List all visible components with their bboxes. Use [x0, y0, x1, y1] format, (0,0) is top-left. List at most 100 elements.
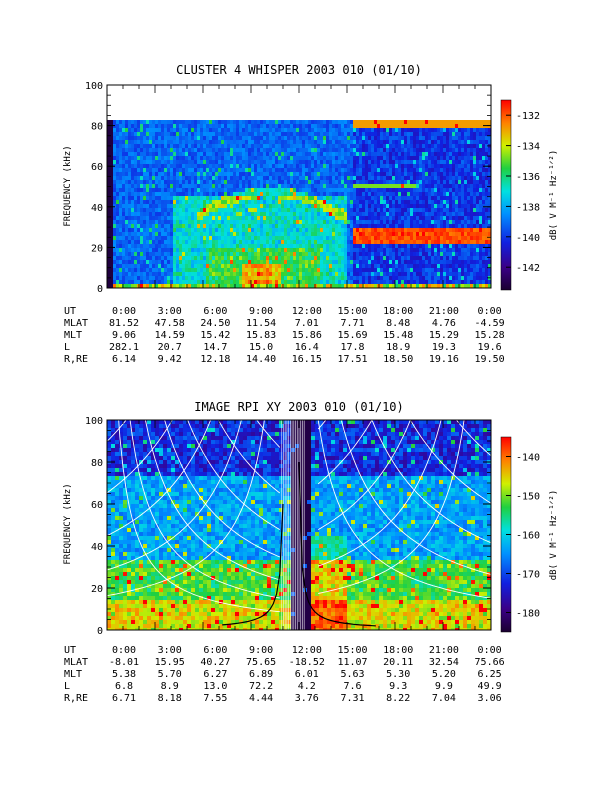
spectrogram-cell: [326, 264, 330, 269]
spectrogram-cell: [239, 200, 243, 205]
spectrogram-cell: [128, 172, 132, 177]
spectrogram-cell: [113, 252, 117, 257]
spectrogram-cell: [110, 132, 114, 137]
spectrogram-cell: [350, 168, 354, 173]
spectrogram-cell: [347, 136, 351, 141]
spectrogram-cell: [125, 192, 129, 197]
spectrogram-cell: [266, 284, 270, 288]
spectrogram-cell: [149, 180, 153, 185]
spectrogram-cell: [122, 260, 126, 265]
spectrogram-cell: [185, 152, 189, 157]
spectrogram-cell: [374, 204, 378, 209]
spectrogram-cell: [173, 284, 177, 288]
spectrogram-cell: [440, 144, 444, 149]
spectrogram-cell: [191, 184, 195, 189]
spectrogram-cell: [236, 140, 240, 145]
spectrogram-cell: [197, 164, 201, 169]
spectrogram-cell: [422, 152, 426, 157]
spectrogram-cell: [419, 200, 423, 205]
spectrogram-cell: [254, 164, 258, 169]
spectrogram-cell: [182, 156, 186, 161]
spectrogram-cell: [242, 244, 246, 249]
spectrogram-cell: [449, 248, 453, 253]
spectrogram-cell: [344, 232, 348, 237]
spectrogram-cell: [314, 184, 318, 189]
spectrogram-cell: [377, 124, 381, 129]
spectrogram-cell: [359, 120, 363, 125]
spectrogram-cell: [395, 180, 399, 185]
spectrogram-cell: [455, 160, 459, 165]
spectrogram-cell: [326, 140, 330, 145]
spectrogram-cell: [107, 132, 111, 137]
spectrogram-cell: [446, 284, 450, 288]
spectrogram-cell: [296, 156, 300, 161]
spectrogram-cell: [323, 260, 327, 265]
spectrogram-cell: [248, 204, 252, 209]
spectrogram-cell: [449, 200, 453, 205]
spectrogram-cell: [128, 276, 132, 281]
spectrogram-cell: [146, 256, 150, 261]
spectrogram-cell: [107, 216, 111, 221]
spectrogram-cell: [146, 268, 150, 273]
spectrogram-cell: [350, 136, 354, 141]
spectrogram-cell: [419, 188, 423, 193]
spectrogram-cell: [197, 252, 201, 257]
spectrogram-cell: [239, 212, 243, 217]
spectrogram-cell: [410, 140, 414, 145]
spectrogram-cell: [326, 172, 330, 177]
spectrogram-cell: [155, 268, 159, 273]
spectrogram-cell: [407, 260, 411, 265]
spectrogram-cell: [272, 220, 276, 225]
spectrogram-cell: [158, 160, 162, 165]
spectrogram-cell: [221, 136, 225, 141]
spectrogram-cell: [329, 244, 333, 249]
spectrogram-cell: [422, 236, 426, 241]
spectrogram-cell: [206, 240, 210, 245]
spectrogram-cell: [290, 244, 294, 249]
spectrogram-cell: [365, 164, 369, 169]
spectrogram-cell: [287, 200, 291, 205]
spectrogram-cell: [278, 256, 282, 261]
spectrogram-cell: [227, 156, 231, 161]
spectrogram-cell: [230, 248, 234, 253]
spectrogram-cell: [251, 248, 255, 253]
spectrogram-cell: [314, 264, 318, 269]
spectrogram-cell: [203, 204, 207, 209]
spectrogram-cell: [332, 212, 336, 217]
spectrogram-cell: [311, 152, 315, 157]
spectrogram-cell: [353, 160, 357, 165]
spectrogram-cell: [293, 160, 297, 165]
spectrogram-cell: [431, 184, 435, 189]
spectrogram-cell: [242, 152, 246, 157]
spectrogram-cell: [359, 196, 363, 201]
spectrogram-cell: [233, 200, 237, 205]
spectrogram-cell: [350, 148, 354, 153]
spectrogram-cell: [167, 256, 171, 261]
spectrogram-cell: [323, 220, 327, 225]
spectrogram-cell: [215, 184, 219, 189]
spectrogram-cell: [164, 220, 168, 225]
spectrogram-cell: [320, 204, 324, 209]
spectrogram-cell: [206, 268, 210, 273]
spectrogram-cell: [308, 260, 312, 265]
spectrogram-cell: [446, 124, 450, 129]
spectrogram-cell: [389, 132, 393, 137]
spectrogram-cell: [458, 196, 462, 201]
spectrogram-cell: [305, 136, 309, 141]
spectrogram-cell: [362, 252, 366, 257]
spectrogram-cell: [200, 188, 204, 193]
spectrogram-cell: [257, 240, 261, 245]
spectrogram-cell: [185, 196, 189, 201]
spectrogram-cell: [218, 196, 222, 201]
spectrogram-cell: [323, 180, 327, 185]
spectrogram-cell: [404, 284, 408, 288]
spectrogram-cell: [449, 140, 453, 145]
spectrogram-cell: [290, 124, 294, 129]
spectrogram-cell: [254, 200, 258, 205]
spectrogram-cell: [302, 188, 306, 193]
spectrogram-cell: [317, 144, 321, 149]
spectrogram-cell: [371, 248, 375, 253]
spectrogram-cell: [317, 148, 321, 153]
spectrogram-cell: [422, 260, 426, 265]
